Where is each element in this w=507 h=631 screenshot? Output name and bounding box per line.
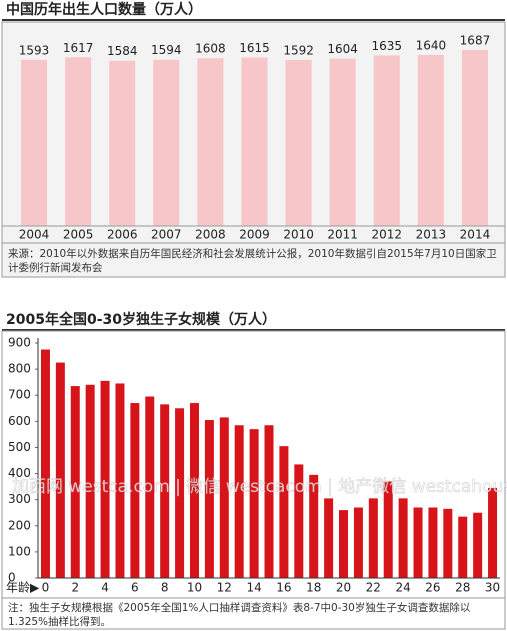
x-tick-label: 2013 [416,228,447,242]
chart-title: 2005年全国0-30岁独生子女规模（万人） [6,311,276,328]
x-tick-label: 22 [366,581,381,595]
bar [21,59,48,226]
bar [294,464,304,578]
bar [130,403,140,578]
x-tick-label: 2011 [327,228,358,242]
bar [473,512,483,578]
panel [1,330,506,630]
x-tick-label: 18 [306,581,321,595]
bar [65,57,92,227]
bar [461,50,488,226]
bar [189,403,199,578]
bar [234,425,244,578]
bar [383,481,393,578]
value-label: 1592 [283,43,314,57]
bar [373,55,400,226]
bar [339,510,349,578]
x-tick-label: 2008 [195,228,226,242]
bar [264,425,274,578]
value-label: 1617 [63,41,94,55]
bar [329,58,356,227]
x-tick-label: 28 [455,581,470,595]
value-label: 1594 [151,43,182,57]
value-label: 1608 [195,42,226,56]
bar [100,380,110,578]
x-tick-label: 12 [217,581,232,595]
bar [368,498,378,578]
x-tick-label: 14 [246,581,261,595]
x-tick-label: 0 [42,581,50,595]
y-tick-label: 800 [8,362,31,376]
bar [241,57,268,226]
watermark: 加西网 westca.com | 微信 westcacom | 地产微信 wes… [12,477,507,497]
bar [160,404,170,578]
bar [197,58,224,226]
bar [324,498,334,578]
bar [353,507,363,578]
x-tick-label: 6 [131,581,139,595]
x-tick-label: 24 [395,581,410,595]
bar [40,349,50,578]
x-tick-label: 2007 [151,228,182,242]
x-tick-label: 4 [101,581,109,595]
bar [115,383,125,578]
value-label: 1604 [327,42,358,56]
bar [145,396,155,578]
value-label: 1584 [107,44,138,58]
x-tick-label: 20 [336,581,351,595]
x-tick-label: 2004 [19,228,50,242]
bar [109,60,136,227]
x-tick-label: 2012 [371,228,402,242]
value-label: 1593 [19,43,50,57]
chart: 中国历年出生人口数量（万人） 1593 2004 1617 2005 1584 2006 1… [1,1,506,278]
bar [153,59,180,227]
x-tick-label: 2005 [63,228,94,242]
chart-title: 中国历年出生人口数量（万人） [6,1,202,18]
y-tick-label: 400 [8,466,31,480]
value-label: 1640 [416,38,447,52]
bar [458,516,468,578]
x-tick-label: 2010 [283,228,314,242]
value-label: 1635 [371,39,402,53]
y-tick-label: 500 [8,440,31,454]
value-label: 1687 [460,34,491,48]
x-tick-label: 2014 [460,228,491,242]
note: 注：独生子女规模根据《2005年全国1%人口抽样调查资料》表8-7中0-30岁独… [8,602,471,628]
y-tick-label: 200 [8,518,31,532]
y-tick-label: 900 [8,336,31,350]
x-tick-label: 10 [187,581,202,595]
x-tick-label: 2009 [239,228,270,242]
bar [55,362,65,578]
x-tick-label: 26 [425,581,440,595]
bar [204,420,214,578]
bar [443,508,453,578]
x-tick-label: 2 [71,581,79,595]
value-label: 1615 [239,41,270,55]
bar [309,474,319,578]
bar [428,507,438,578]
y-tick-label: 700 [8,388,31,402]
x-tick-label: 2006 [107,228,138,242]
bar [175,408,185,578]
note: 来源：2010年以外数据来自历年国民经济和社会发展统计公报，2010年数据引自2… [8,248,497,274]
x-tick-label: 16 [276,581,291,595]
bar [285,59,312,226]
bar [70,386,80,578]
y-tick-label: 0 [8,571,16,585]
bar [398,498,408,578]
bar [249,429,259,578]
bar [279,446,289,578]
bar [85,384,95,578]
bar [413,507,423,578]
x-tick-label: 8 [161,581,169,595]
bar [219,417,229,578]
x-tick-label: 30 [485,581,500,595]
bar [488,487,498,578]
y-tick-label: 300 [8,492,31,506]
y-tick-label: 600 [8,414,31,428]
x-axis-label: 年龄▶ [6,581,40,595]
y-tick-label: 100 [8,544,31,558]
bar [417,54,444,226]
